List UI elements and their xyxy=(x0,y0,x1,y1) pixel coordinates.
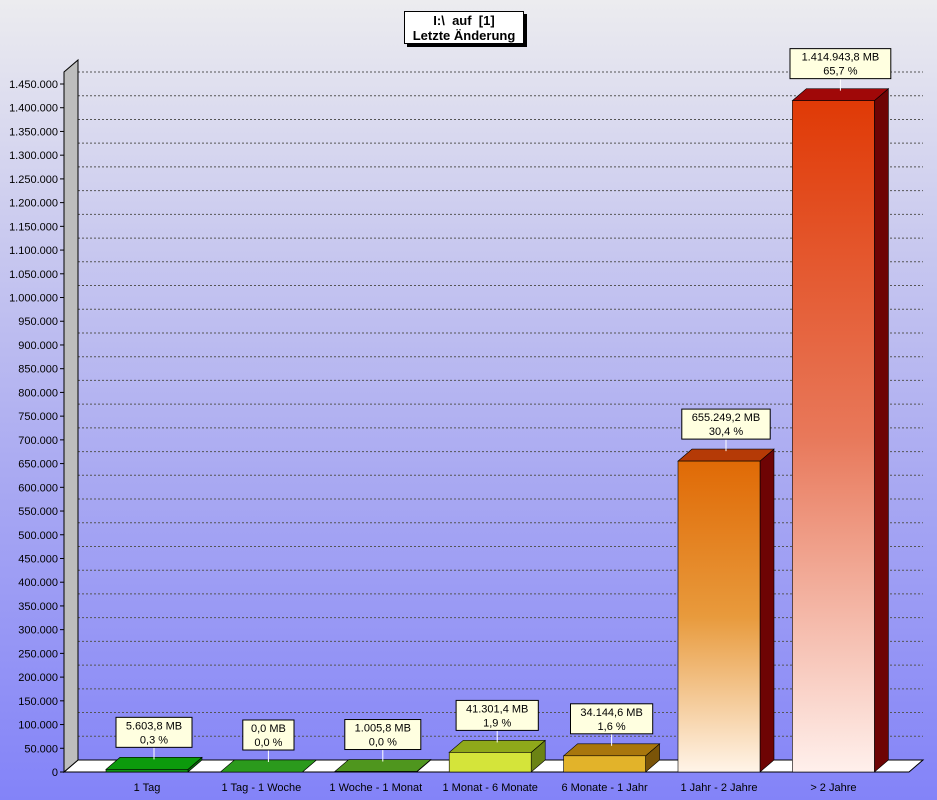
chart-subtitle: Letzte Änderung xyxy=(412,28,516,43)
data-label-box xyxy=(455,699,539,731)
y-tick-label: 100.000 xyxy=(18,720,58,732)
data-label-size: 34.144,6 MB xyxy=(580,707,642,719)
data-label-size: 1.005,8 MB xyxy=(355,723,411,735)
data-label-box xyxy=(115,716,193,748)
data-label-percent: 0,3 % xyxy=(140,734,168,746)
data-label-box xyxy=(789,48,892,80)
x-category-label: 1 Tag - 1 Woche xyxy=(222,782,302,794)
y-tick-label: 650.000 xyxy=(18,459,58,471)
y-tick-label: 200.000 xyxy=(18,672,58,684)
data-label-size: 1.414.943,8 MB xyxy=(802,52,880,64)
data-label-size: 655.249,2 MB xyxy=(692,412,761,424)
y-tick-label: 1.100.000 xyxy=(9,245,58,257)
x-category-label: 1 Woche - 1 Monat xyxy=(329,782,422,794)
y-tick-label: 1.050.000 xyxy=(9,269,58,281)
bar xyxy=(677,460,761,773)
y-tick-label: 800.000 xyxy=(18,387,58,399)
x-category-label: 1 Tag xyxy=(134,782,161,794)
data-label-size: 41.301,4 MB xyxy=(466,703,528,715)
bar-group xyxy=(448,739,547,773)
bar xyxy=(792,100,875,773)
y-tick-label: 1.450.000 xyxy=(9,79,58,91)
chart-title: I:\ auf [1] xyxy=(433,13,495,28)
y-tick-label: 1.350.000 xyxy=(9,126,58,138)
bar-group xyxy=(219,759,318,773)
data-label-percent: 1,9 % xyxy=(483,717,511,729)
y-tick-label: 950.000 xyxy=(18,316,58,328)
y-tick-label: 1.250.000 xyxy=(9,174,58,186)
data-label-size: 5.603,8 MB xyxy=(126,720,182,732)
data-label-size: 0,0 MB xyxy=(251,723,286,735)
bar xyxy=(563,755,646,773)
y-tick-label: 1.200.000 xyxy=(9,198,58,210)
data-label-box xyxy=(242,719,295,751)
y-tick-label: 0 xyxy=(52,767,58,779)
chart-title-box: I:\ auf [1] Letzte Änderung xyxy=(404,11,524,44)
x-category-label: > 2 Jahre xyxy=(810,782,856,794)
data-label-percent: 30,4 % xyxy=(709,426,743,438)
x-category-label: 1 Monat - 6 Monate xyxy=(443,782,538,794)
y-tick-label: 850.000 xyxy=(18,364,58,376)
y-tick-label: 900.000 xyxy=(18,340,58,352)
x-category-label: 1 Jahr - 2 Jahre xyxy=(680,782,757,794)
y-tick-label: 250.000 xyxy=(18,648,58,660)
y-tick-label: 550.000 xyxy=(18,506,58,518)
y-tick-label: 500.000 xyxy=(18,530,58,542)
y-tick-label: 1.400.000 xyxy=(9,103,58,115)
data-label-percent: 1,6 % xyxy=(598,721,626,733)
bar xyxy=(105,769,189,773)
y-tick-label: 400.000 xyxy=(18,577,58,589)
bar-group xyxy=(677,448,775,773)
bar-group xyxy=(333,758,432,773)
y-tick-label: 450.000 xyxy=(18,553,58,565)
y-axis-wall xyxy=(63,58,79,774)
data-label-box xyxy=(344,719,422,751)
bar-group xyxy=(562,743,661,773)
y-tick-label: 300.000 xyxy=(18,625,58,637)
bar-side xyxy=(759,448,775,773)
y-tick-label: 50.000 xyxy=(24,743,58,755)
y-tick-label: 700.000 xyxy=(18,435,58,447)
data-label-percent: 0,0 % xyxy=(369,737,397,749)
data-label-percent: 0,0 % xyxy=(254,737,282,749)
bar-top xyxy=(219,759,318,773)
bar xyxy=(448,752,532,773)
y-tick-label: 1.000.000 xyxy=(9,293,58,305)
data-label-percent: 65,7 % xyxy=(823,66,857,78)
y-tick-label: 350.000 xyxy=(18,601,58,613)
y-tick-label: 750.000 xyxy=(18,411,58,423)
bar-group xyxy=(105,756,203,773)
y-tick-label: 1.150.000 xyxy=(9,221,58,233)
x-category-label: 6 Monate - 1 Jahr xyxy=(561,782,648,794)
y-tick-label: 1.300.000 xyxy=(9,150,58,162)
y-tick-label: 150.000 xyxy=(18,696,58,708)
y-tick-label: 600.000 xyxy=(18,482,58,494)
bar-side xyxy=(874,87,889,773)
data-label-box xyxy=(570,703,654,735)
bar-group xyxy=(791,87,890,773)
data-label-box xyxy=(681,408,771,440)
